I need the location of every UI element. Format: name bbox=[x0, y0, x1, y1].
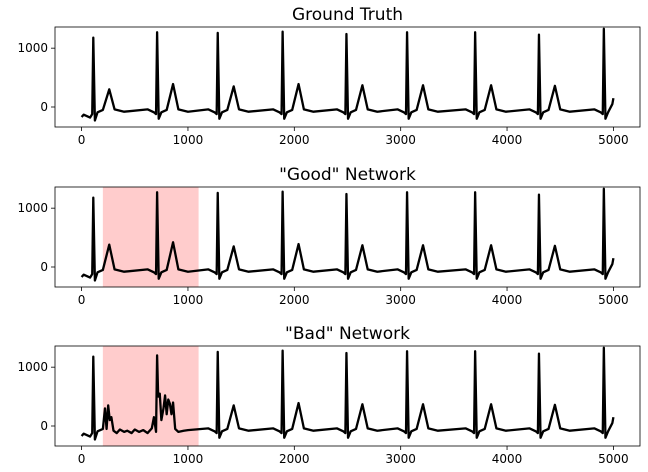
x-tick-label: 4000 bbox=[492, 452, 523, 466]
chart-title: Ground Truth bbox=[292, 5, 403, 25]
x-tick-label: 4000 bbox=[492, 133, 523, 147]
y-tick-label: 1000 bbox=[17, 41, 48, 55]
x-tick-label: 1000 bbox=[173, 293, 204, 307]
x-tick-label: 2000 bbox=[279, 452, 310, 466]
y-tick-label: 0 bbox=[40, 419, 48, 433]
x-tick-label: 2000 bbox=[279, 133, 310, 147]
x-tick-label: 5000 bbox=[598, 133, 629, 147]
x-tick-label: 1000 bbox=[173, 133, 204, 147]
axes-frame bbox=[54, 26, 641, 128]
x-tick-label: 5000 bbox=[598, 452, 629, 466]
x-tick-label: 3000 bbox=[385, 133, 416, 147]
ecg-line bbox=[80, 187, 615, 282]
x-tick-label: 3000 bbox=[385, 452, 416, 466]
x-tick-label: 0 bbox=[78, 133, 86, 147]
y-tick-label: 0 bbox=[40, 260, 48, 274]
x-tick-label: 1000 bbox=[173, 452, 204, 466]
x-tick-label: 0 bbox=[78, 452, 86, 466]
ecg-line bbox=[80, 27, 615, 122]
chart-title: "Good" Network bbox=[279, 165, 416, 185]
y-tick-label: 1000 bbox=[17, 201, 48, 215]
chart-title: "Bad" Network bbox=[285, 324, 410, 344]
ecg-line bbox=[80, 346, 615, 441]
y-tick-label: 1000 bbox=[17, 360, 48, 374]
x-tick-label: 3000 bbox=[385, 293, 416, 307]
axes-frame bbox=[54, 186, 641, 288]
x-tick-label: 2000 bbox=[279, 293, 310, 307]
x-tick-label: 0 bbox=[78, 293, 86, 307]
x-tick-label: 4000 bbox=[492, 293, 523, 307]
x-tick-label: 5000 bbox=[598, 293, 629, 307]
axes-frame bbox=[54, 345, 641, 447]
y-tick-label: 0 bbox=[40, 100, 48, 114]
